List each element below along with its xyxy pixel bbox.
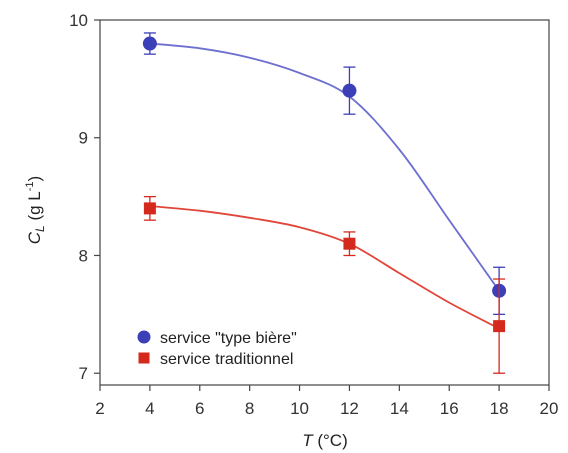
x-tick-label: 20 xyxy=(540,399,559,418)
y-tick-label: 8 xyxy=(79,246,88,265)
legend: service "type bière" service traditionnel xyxy=(137,330,297,368)
y-tick-label: 9 xyxy=(79,129,88,148)
y-tick-label: 7 xyxy=(79,364,88,383)
series-1-point xyxy=(343,237,356,250)
x-axis-unit: (°C) xyxy=(313,431,348,450)
series-1-point xyxy=(143,202,156,215)
data-points xyxy=(142,32,507,374)
y-axis-unit-close: ) xyxy=(25,176,44,182)
y-tick-label: 10 xyxy=(69,11,88,30)
x-tick-label: 12 xyxy=(340,399,359,418)
plot-frame xyxy=(99,19,550,386)
series-1-point xyxy=(493,320,506,333)
series-0-curve xyxy=(149,42,500,292)
x-tick-label: 18 xyxy=(490,399,509,418)
x-tick-label: 14 xyxy=(390,399,409,418)
y-axis-subscript: L xyxy=(33,225,47,232)
x-axis-symbol: T xyxy=(302,431,314,450)
x-tick-label: 4 xyxy=(145,399,154,418)
series-0-point xyxy=(342,83,357,98)
x-tick-label: 10 xyxy=(290,399,309,418)
axes xyxy=(94,19,550,391)
x-axis-label: T (°C) xyxy=(302,431,348,450)
tick-labels: 2 4 6 8 10 12 14 16 18 20 7 8 9 10 xyxy=(69,11,558,418)
fitted-curves xyxy=(149,42,500,330)
x-tick-label: 2 xyxy=(95,399,104,418)
legend-marker-1 xyxy=(138,352,150,364)
y-axis-unit: (g L xyxy=(25,191,44,225)
series-1-curve xyxy=(149,205,500,330)
x-tick-label: 8 xyxy=(245,399,254,418)
y-axis-symbol: C xyxy=(25,231,44,244)
legend-marker-0 xyxy=(137,330,151,344)
series-0-point xyxy=(142,36,157,51)
legend-label-0: service "type bière" xyxy=(160,330,297,347)
y-axis-exponent: -1 xyxy=(24,181,36,191)
x-tick-label: 16 xyxy=(440,399,459,418)
y-axis-label: CL (g L-1) xyxy=(24,176,47,244)
x-tick-label: 6 xyxy=(195,399,204,418)
legend-label-1: service traditionnel xyxy=(160,351,293,368)
